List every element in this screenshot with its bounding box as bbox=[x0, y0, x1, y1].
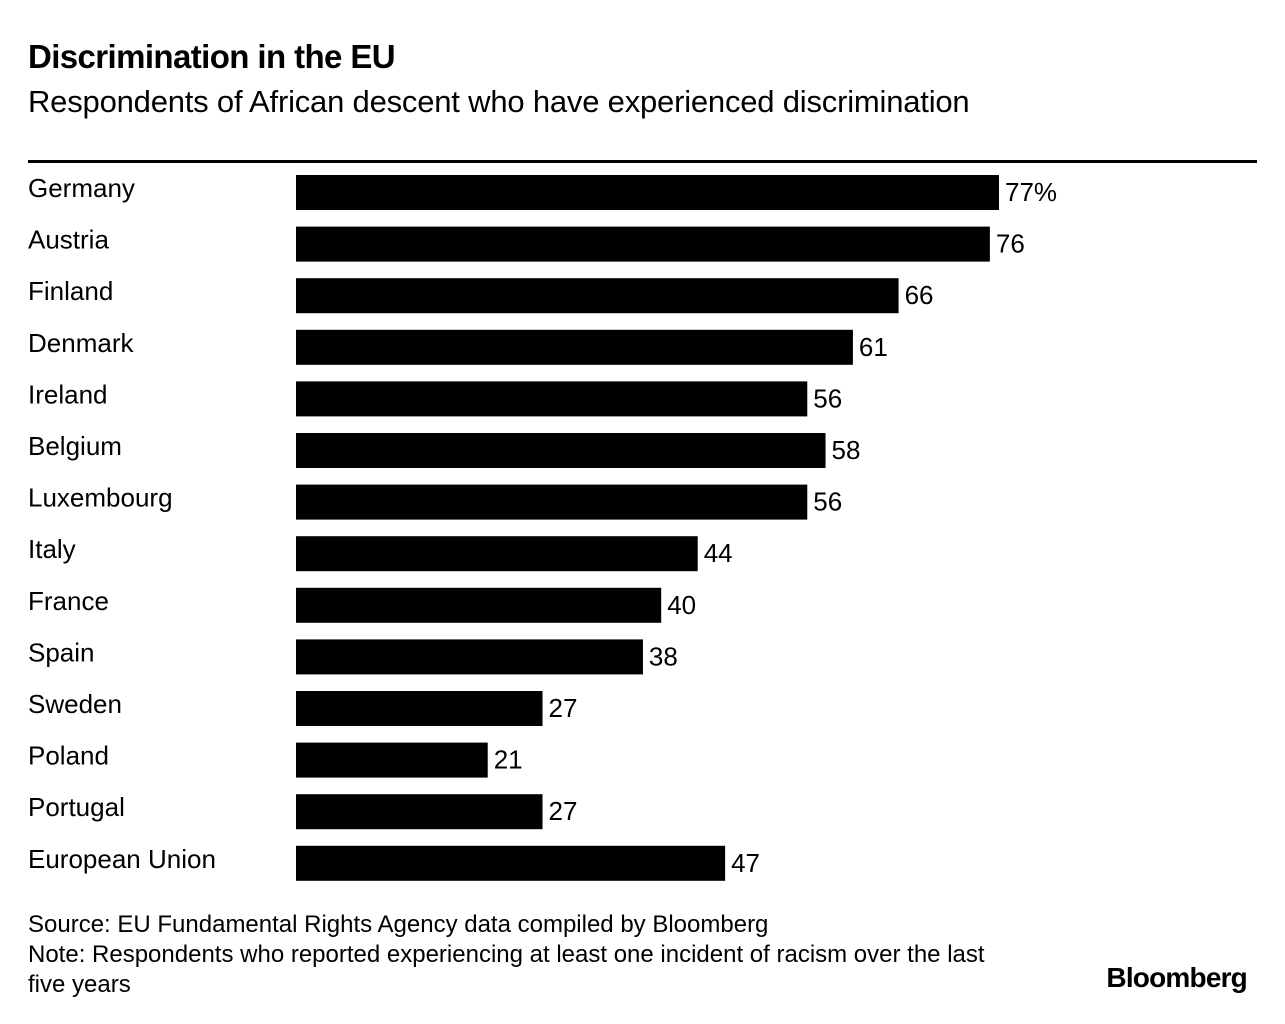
bar bbox=[296, 433, 826, 468]
value-label: 61 bbox=[859, 332, 888, 362]
value-label: 38 bbox=[649, 641, 678, 671]
bar bbox=[296, 587, 662, 623]
category-label: Finland bbox=[28, 276, 113, 306]
value-label: 76 bbox=[996, 229, 1025, 259]
value-label: 21 bbox=[494, 745, 523, 775]
category-label: Luxembourg bbox=[28, 483, 173, 513]
value-label: 27 bbox=[549, 796, 578, 826]
bloomberg-logo: Bloomberg bbox=[1106, 962, 1247, 993]
category-label: Poland bbox=[28, 741, 109, 771]
note-text: Note: Respondents who reported experienc… bbox=[28, 941, 985, 998]
value-label: 66 bbox=[905, 280, 934, 310]
category-label: Ireland bbox=[28, 379, 108, 409]
bar bbox=[296, 329, 853, 365]
bar bbox=[296, 226, 990, 262]
bar bbox=[296, 794, 543, 830]
category-label: France bbox=[28, 586, 109, 616]
category-label: Belgium bbox=[28, 431, 122, 461]
value-label: 56 bbox=[813, 487, 842, 517]
source-text: Source: EU Fundamental Rights Agency dat… bbox=[28, 911, 769, 938]
category-label: European Union bbox=[28, 844, 216, 874]
bar-chart: Germany 77% Austria 76 Finland 66 Denmark 61 Ire… bbox=[28, 173, 1057, 881]
bar bbox=[296, 175, 999, 210]
category-label: Austria bbox=[28, 225, 109, 255]
category-label: Germany bbox=[28, 173, 135, 203]
header-rule bbox=[28, 160, 1257, 163]
value-label: 56 bbox=[813, 383, 842, 413]
bar bbox=[296, 484, 808, 520]
value-label: 40 bbox=[667, 590, 696, 620]
chart-subtitle: Respondents of African descent who have … bbox=[28, 84, 970, 119]
category-label: Sweden bbox=[28, 689, 122, 719]
bar bbox=[296, 691, 543, 726]
value-label: 27 bbox=[549, 693, 578, 723]
chart-title: Discrimination in the EU bbox=[28, 38, 396, 75]
category-label: Spain bbox=[28, 637, 95, 667]
category-label: Denmark bbox=[28, 328, 134, 358]
value-label: 44 bbox=[704, 538, 733, 568]
value-label: 47 bbox=[731, 848, 760, 878]
bar bbox=[296, 536, 698, 572]
value-label: 77% bbox=[1005, 177, 1057, 207]
bar bbox=[296, 742, 488, 778]
bar bbox=[296, 381, 808, 417]
bar bbox=[296, 278, 899, 314]
bar bbox=[296, 845, 726, 881]
value-label: 58 bbox=[832, 435, 861, 465]
bar bbox=[296, 639, 643, 675]
category-label: Italy bbox=[28, 534, 76, 564]
category-label: Portugal bbox=[28, 792, 125, 822]
